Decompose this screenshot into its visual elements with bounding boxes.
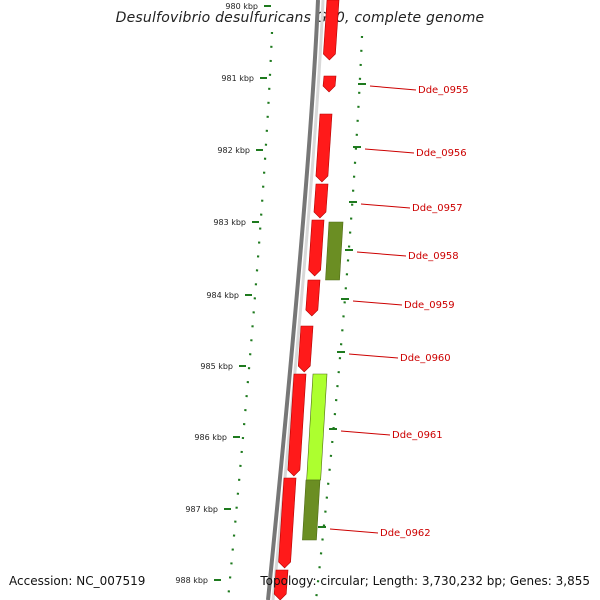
scale-tick-label: 983 kbp: [213, 218, 246, 227]
reverse-gene-block: [302, 479, 321, 541]
gene-leader-line: [340, 430, 391, 436]
forward-gene-arrow: [273, 569, 289, 600]
gene-labels: Dde_0955 Dde_0956 Dde_0957 Dde_0958 Dde_0959…: [318, 83, 469, 539]
scale-tick-label: 984 kbp: [206, 291, 239, 300]
scale-tick-label: 980 kbp: [225, 2, 258, 11]
forward-gene-arrow: [297, 325, 314, 373]
gene-label-dde_0955[interactable]: Dde_0955: [418, 85, 469, 96]
forward-gene-arrow: [322, 75, 337, 93]
scale-tick-label: 985 kbp: [200, 362, 233, 371]
gene-leader-line: [364, 148, 415, 154]
scale-tick-label: 988 kbp: [175, 576, 208, 585]
gene-leader-line: [360, 203, 411, 209]
forward-gene-arrow: [278, 477, 297, 569]
gene-label-dde_0958[interactable]: Dde_0958: [408, 251, 459, 262]
accession-text: Accession: NC_007519: [9, 574, 146, 588]
reverse-gene-block: [325, 221, 344, 281]
gene-leader-line: [356, 251, 407, 257]
scale-tick-label: 981 kbp: [221, 74, 254, 83]
reverse-gene-block: [306, 373, 328, 481]
scale-tick-label: 986 kbp: [194, 433, 227, 442]
forward-gene-arrow: [323, 0, 340, 61]
gene-label-dde_0959[interactable]: Dde_0959: [404, 300, 455, 311]
scale-tick-label: 982 kbp: [217, 146, 250, 155]
genome-backbone: [266, 0, 320, 600]
gene-label-dde_0961[interactable]: Dde_0961: [392, 430, 443, 441]
gene-label-dde_0960[interactable]: Dde_0960: [400, 353, 451, 364]
inner-dotted-guide: [226, 31, 274, 600]
gene-leader-line: [369, 85, 417, 91]
outer-dotted-guide: [314, 35, 364, 600]
gene-label-dde_0957[interactable]: Dde_0957: [412, 203, 463, 214]
forward-gene-arrow: [315, 113, 333, 183]
gene-leader-line: [348, 353, 399, 359]
gene-label-dde_0956[interactable]: Dde_0956: [416, 148, 467, 159]
gene-leader-line: [329, 528, 379, 534]
forward-gene-arrow: [313, 183, 329, 219]
scale-ticks: 980 kbp 981 kbp 982 kbp 983 kbp 984 kbp 985 k…: [175, 2, 271, 585]
scale-tick-label: 987 kbp: [185, 505, 218, 514]
gene-blocks: [273, 0, 344, 600]
gene-label-dde_0962[interactable]: Dde_0962: [380, 528, 431, 539]
forward-gene-arrow: [308, 219, 325, 277]
map-title: Desulfovibrio desulfuricans G20, complet…: [115, 10, 485, 26]
gene-leader-line: [352, 300, 403, 306]
forward-gene-arrow: [305, 279, 321, 317]
forward-gene-arrow: [287, 373, 307, 477]
summary-text: Topology: circular; Length: 3,730,232 bp…: [260, 574, 590, 588]
